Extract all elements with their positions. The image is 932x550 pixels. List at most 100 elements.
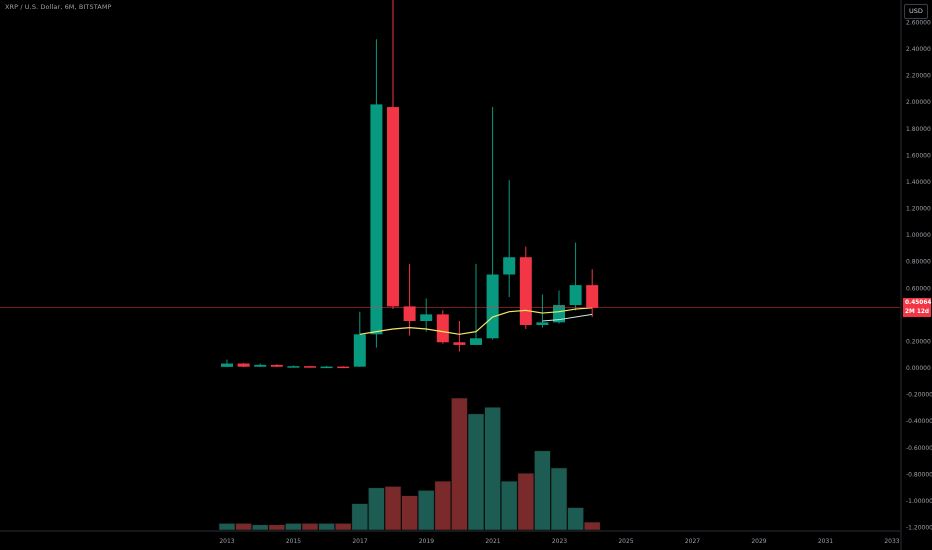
candle-body	[270, 364, 283, 367]
volume-bar	[351, 503, 369, 531]
x-tick-label: 2033	[884, 538, 899, 545]
candle	[503, 180, 516, 298]
moving-average-line	[359, 307, 593, 335]
y-tick-label: -0.40000	[906, 418, 932, 425]
y-tick-label: 2.20000	[906, 73, 931, 80]
x-tick-label: 2019	[419, 538, 434, 545]
volume-bar	[218, 523, 236, 531]
price-axis: 2.60000 2.40000 2.20000 2.00000 1.80000 1.600…	[900, 0, 932, 550]
candle-body	[503, 257, 516, 275]
x-tick-label: 2023	[552, 538, 567, 545]
candle	[337, 366, 350, 369]
y-tick-label: 2.40000	[906, 46, 931, 53]
candle	[486, 107, 499, 340]
volume-bar	[251, 524, 269, 531]
y-tick-label: -1.20000	[906, 525, 932, 532]
candle-body	[586, 285, 599, 308]
volume-bar	[417, 490, 435, 531]
candle-body	[353, 334, 366, 367]
x-tick-label: 2029	[751, 538, 766, 545]
candle-body	[287, 366, 300, 368]
candle-body	[237, 363, 250, 367]
volume-bar	[235, 523, 252, 531]
y-tick-label: 1.20000	[906, 206, 931, 213]
candle	[586, 269, 599, 318]
candle	[536, 294, 549, 328]
x-tick-label: 2025	[618, 538, 633, 545]
x-tick-label: 2027	[685, 538, 700, 545]
last-price-value: 0.45064	[905, 300, 932, 306]
time-axis: 2013 2015 2017 2019 2021 2023 2025 2027 2029 2031…	[0, 530, 900, 545]
x-tick-label: 2017	[352, 538, 367, 545]
volume-bar	[451, 397, 468, 531]
y-tick-label: 1.40000	[906, 179, 931, 186]
bar-countdown: 2M 12d	[905, 308, 930, 315]
volume-bar	[384, 486, 402, 531]
candle-body	[536, 322, 549, 325]
y-tick-label: -0.20000	[906, 392, 932, 399]
candle-body	[304, 366, 316, 368]
candle	[353, 311, 366, 367]
y-tick-label: 0.60000	[906, 285, 931, 292]
currency-button[interactable]: USD	[904, 4, 928, 19]
candle	[287, 365, 300, 368]
candle	[370, 39, 383, 348]
candle-body	[420, 314, 433, 322]
candle	[420, 298, 433, 332]
volume-bar	[550, 467, 568, 531]
symbol-title: XRP / U.S. Dollar, 6M, BITSTAMP	[5, 3, 112, 11]
volume-bar	[334, 523, 352, 531]
candle	[553, 290, 565, 324]
volume-bar	[285, 523, 302, 531]
candle-body	[320, 366, 333, 369]
candle	[237, 362, 250, 368]
volume-bar	[500, 480, 518, 531]
candle	[304, 365, 316, 368]
x-tick-label: 2021	[485, 538, 500, 545]
moving-average-line-2	[542, 313, 593, 322]
candle-body	[470, 338, 482, 345]
candle-body	[337, 366, 350, 369]
y-tick-label: 0.00000	[906, 365, 931, 372]
volume-bar	[401, 495, 418, 531]
candle-body	[553, 305, 565, 323]
y-tick-label: -0.60000	[906, 445, 932, 452]
candle	[320, 365, 333, 369]
volume-bar	[517, 472, 535, 531]
last-price-tag: 0.45064 2M 12d	[903, 298, 931, 317]
volume-bar	[583, 521, 601, 531]
candle	[270, 364, 283, 367]
y-tick-label: 1.80000	[906, 126, 931, 133]
candle-body	[519, 257, 532, 325]
volume-bar	[318, 523, 335, 531]
candle-body	[387, 107, 399, 307]
volume-bar	[301, 523, 319, 531]
candle	[387, 0, 399, 310]
candle-body	[254, 364, 267, 367]
x-tick-label: 2013	[219, 538, 234, 545]
y-tick-label: -1.00000	[906, 498, 932, 505]
y-tick-label: 1.00000	[906, 232, 931, 239]
y-tick-label: 2.00000	[906, 99, 931, 106]
candle-body	[403, 306, 416, 322]
volume-bar	[268, 524, 286, 531]
y-tick-label: 0.80000	[906, 259, 931, 266]
volume-bar	[534, 450, 551, 531]
y-tick-label: 0.20000	[906, 338, 931, 345]
candle	[569, 242, 582, 311]
volume-bar	[434, 480, 452, 531]
candle	[221, 359, 233, 368]
y-tick-label: -0.80000	[906, 471, 932, 478]
y-tick-label: 1.60000	[906, 152, 931, 159]
candle	[254, 363, 267, 367]
volume-bar	[484, 406, 501, 531]
candle-body	[569, 285, 582, 306]
x-tick-label: 2031	[818, 538, 833, 545]
candlesticks	[221, 0, 599, 369]
y-tick-label: 2.60000	[906, 20, 931, 27]
volume-bar	[368, 487, 385, 531]
candle-body	[221, 363, 233, 367]
volume-bar	[567, 507, 584, 531]
candle-body	[453, 342, 466, 345]
